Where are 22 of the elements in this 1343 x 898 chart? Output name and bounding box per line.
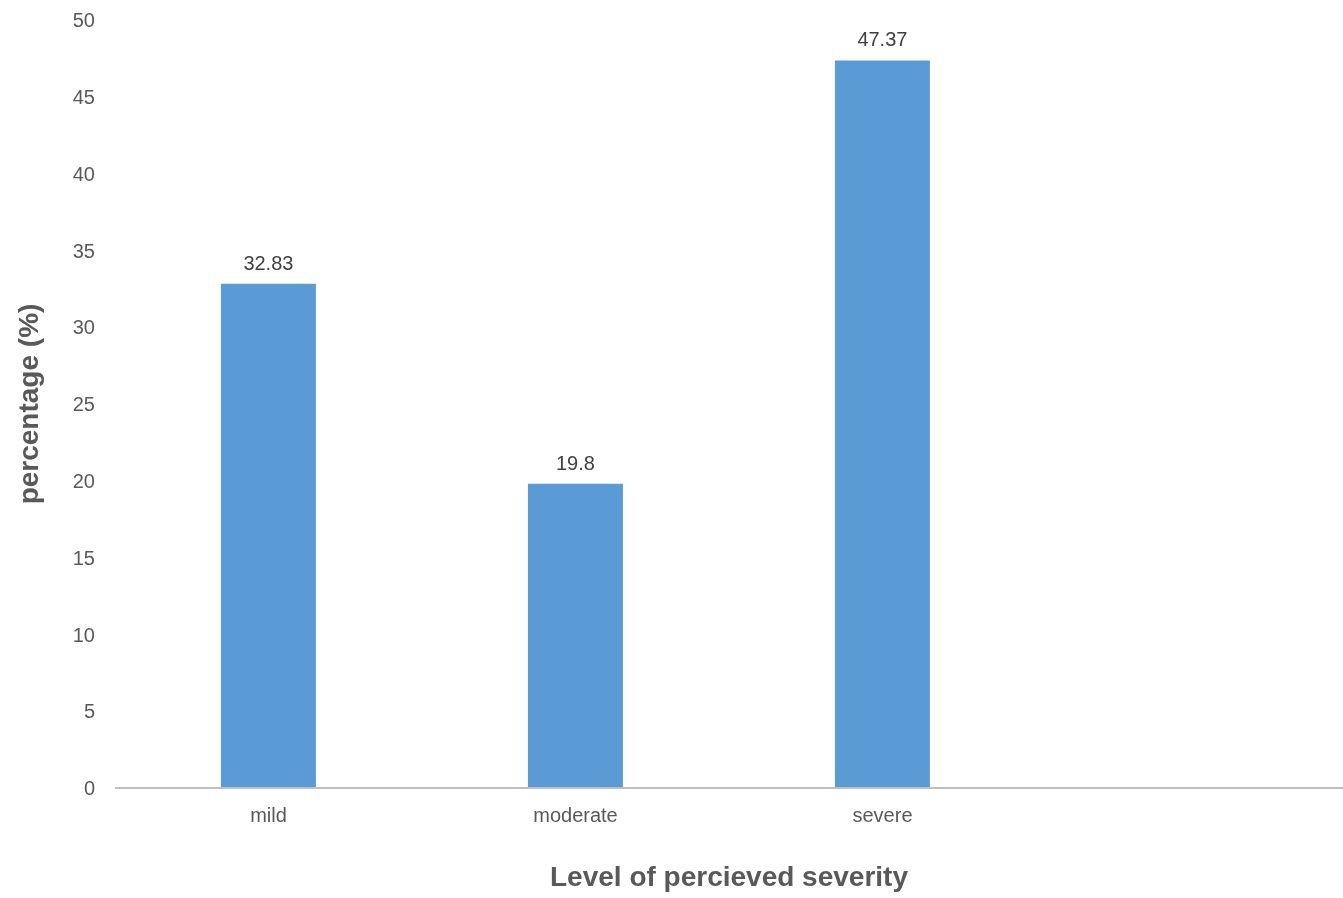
y-tick-label: 25 bbox=[72, 393, 95, 416]
y-axis-title: percentage (%) bbox=[12, 303, 44, 505]
y-tick-label: 40 bbox=[72, 162, 95, 185]
y-tick-label: 35 bbox=[72, 239, 95, 262]
x-axis-title: Level of percieved severity bbox=[550, 861, 909, 892]
data-label: 47.37 bbox=[857, 28, 908, 51]
data-label: 32.83 bbox=[243, 251, 294, 274]
y-tick-label: 50 bbox=[72, 9, 95, 32]
bar bbox=[220, 283, 316, 788]
y-tick-label: 15 bbox=[72, 546, 95, 569]
y-tick-label: 45 bbox=[72, 85, 95, 108]
y-tick-label: 20 bbox=[72, 469, 95, 492]
bar bbox=[834, 60, 930, 788]
data-label: 19.8 bbox=[555, 451, 595, 474]
x-tick-label: moderate bbox=[533, 804, 618, 827]
x-tick-label: severe bbox=[852, 804, 913, 827]
y-tick-label: 30 bbox=[72, 316, 95, 339]
y-tick-label: 0 bbox=[83, 777, 95, 800]
x-tick-label: mild bbox=[250, 804, 287, 827]
y-tick-label: 10 bbox=[72, 623, 95, 646]
y-tick-label: 5 bbox=[83, 700, 95, 723]
bar bbox=[527, 483, 623, 788]
